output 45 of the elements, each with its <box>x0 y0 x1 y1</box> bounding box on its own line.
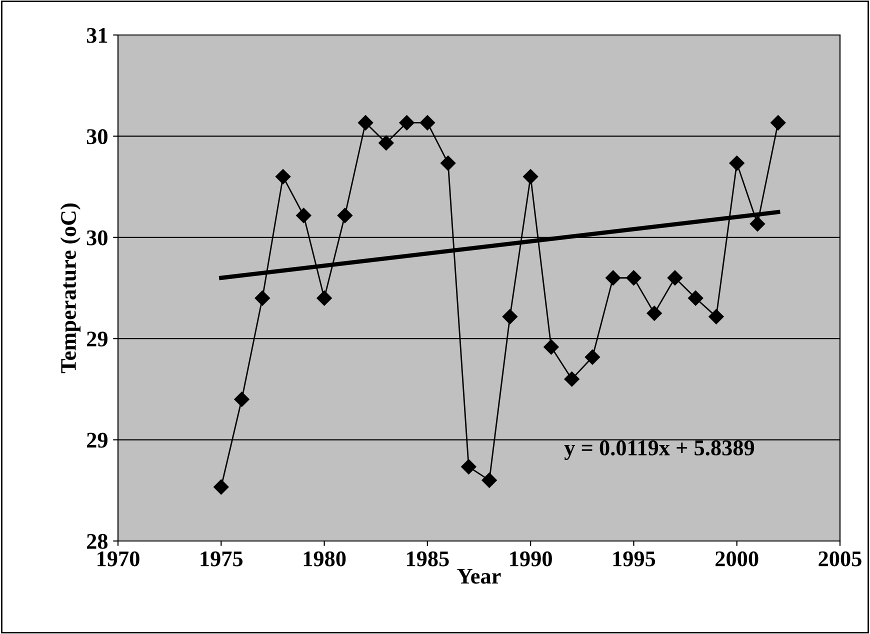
point <box>606 270 621 286</box>
point <box>358 115 374 130</box>
x-tick-label: 1975 <box>200 551 243 566</box>
point <box>234 392 250 407</box>
y-tick-label: 30 <box>86 129 108 144</box>
x-tick-label: 2000 <box>716 551 758 566</box>
x-tick-label: 1970 <box>98 551 140 566</box>
point <box>729 156 744 171</box>
point <box>275 169 291 184</box>
point <box>770 115 786 130</box>
y-tick-label: 30 <box>86 230 108 246</box>
point <box>254 290 270 306</box>
point <box>750 216 766 232</box>
point <box>584 350 600 365</box>
point <box>523 169 538 184</box>
point <box>440 156 456 171</box>
x-axis-title: Year <box>457 568 501 584</box>
x-tick-label: 1985 <box>406 551 449 566</box>
y-tick-label: 29 <box>86 432 108 448</box>
point <box>564 372 580 387</box>
y-tick-label: 31 <box>86 28 108 43</box>
point <box>214 479 229 495</box>
point <box>544 339 559 355</box>
point <box>337 208 352 224</box>
point <box>378 135 394 151</box>
y-tick-label: 29 <box>86 332 108 347</box>
point <box>708 309 724 324</box>
point <box>399 115 414 130</box>
x-tick-label: 1990 <box>510 551 552 566</box>
point <box>482 472 497 488</box>
x-tick-label: 2005 <box>818 551 862 566</box>
point <box>626 270 642 286</box>
y-tick-label: 28 <box>86 534 108 549</box>
annotation: y = 0.0119x + 5.8389 <box>564 440 754 460</box>
point <box>502 309 518 324</box>
point <box>296 208 312 224</box>
point <box>646 306 662 321</box>
x-tick-label: 1995 <box>613 551 656 566</box>
x-tick-label: 1980 <box>304 551 346 566</box>
point <box>667 270 683 286</box>
point <box>316 290 332 306</box>
y-axis-title: Temperature (oC) <box>60 203 80 374</box>
point <box>461 459 476 474</box>
point <box>688 290 704 306</box>
point <box>420 115 435 130</box>
